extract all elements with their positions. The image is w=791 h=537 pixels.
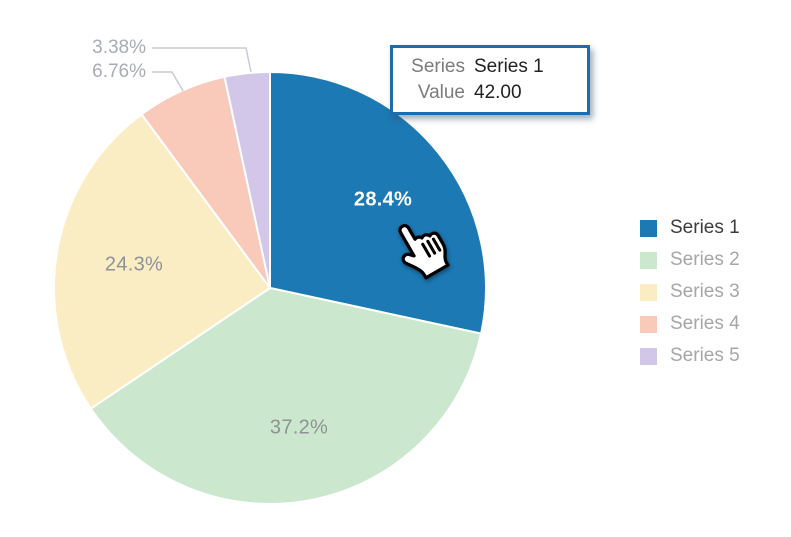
pointer-hand-cursor-icon [398, 224, 450, 280]
legend-item-series-4[interactable]: Series 4 [640, 313, 740, 335]
tooltip-value-value: 42.00 [474, 82, 522, 103]
legend-label-series-1: Series 1 [670, 217, 740, 238]
leader-line-series-5 [152, 47, 252, 73]
legend-item-series-2[interactable]: Series 2 [640, 249, 740, 271]
pie-slice-series-3[interactable] [53, 113, 271, 410]
leader-line-series-4 [152, 71, 184, 92]
legend-label-series-5: Series 5 [670, 345, 740, 366]
legend-swatch-series-5 [640, 347, 657, 365]
legend-swatch-series-3 [640, 283, 657, 301]
legend-item-series-3[interactable]: Series 3 [640, 281, 740, 303]
slice-label-series-2: 37.2% [269, 416, 329, 439]
slice-label-series-1: 28.4% [353, 188, 413, 211]
legend: Series 1 Series 2 Series 3 Series 4 Seri… [640, 217, 740, 377]
pie-slice-series-2[interactable] [89, 287, 483, 505]
slice-label-series-3: 24.3% [104, 253, 164, 276]
tooltip-value-label: Value [417, 82, 465, 103]
legend-item-series-1[interactable]: Series 1 [640, 217, 740, 239]
tooltip-series-value: Series 1 [474, 56, 544, 77]
tooltip-series-label: Series [411, 56, 465, 77]
legend-label-series-4: Series 4 [670, 313, 740, 334]
legend-swatch-series-2 [640, 251, 657, 269]
slice-label-series-5: 3.38% [92, 37, 146, 58]
legend-swatch-series-4 [640, 315, 657, 333]
legend-swatch-series-1 [640, 219, 657, 237]
legend-item-series-5[interactable]: Series 5 [640, 345, 740, 367]
tooltip: Series Series 1 Value 42.00 [390, 45, 590, 115]
tooltip-value-row: Value 42.00 [393, 80, 587, 106]
legend-label-series-2: Series 2 [670, 249, 740, 270]
slice-label-series-4: 6.76% [92, 61, 146, 82]
tooltip-series-row: Series Series 1 [393, 54, 587, 80]
legend-label-series-3: Series 3 [670, 281, 740, 302]
pie-slice-series-5[interactable] [223, 70, 271, 289]
